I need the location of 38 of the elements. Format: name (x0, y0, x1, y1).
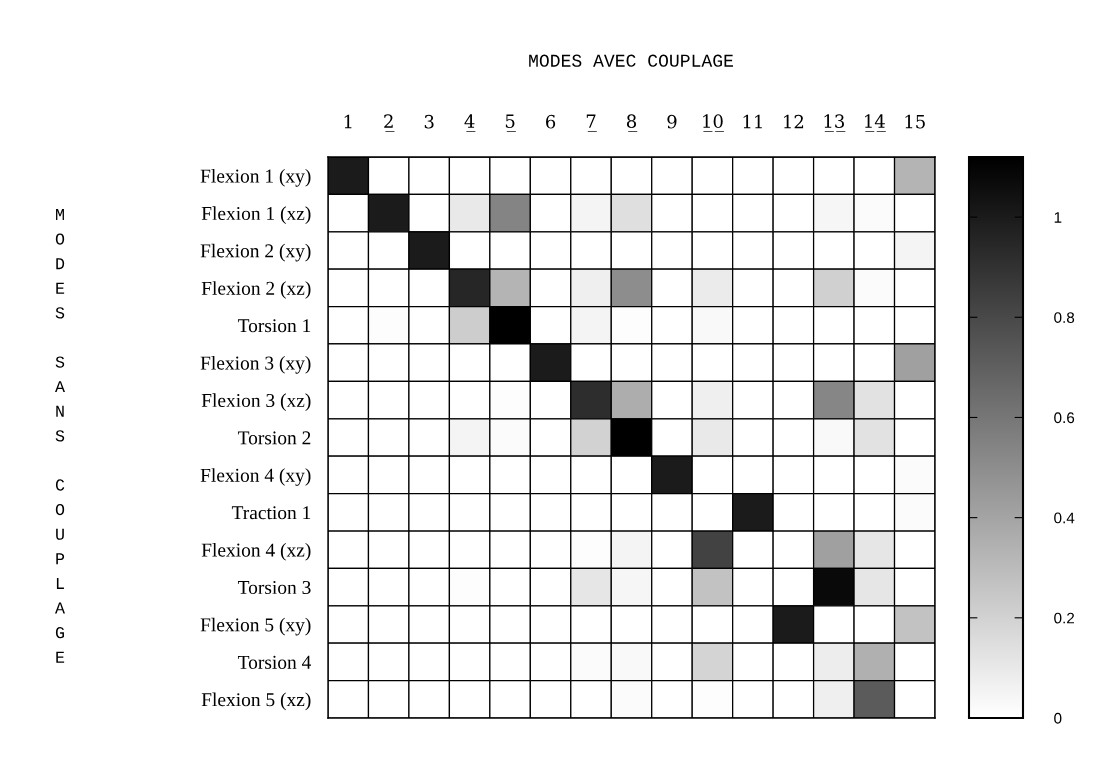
y-tick-label: Flexion 2 (xz) (201, 281, 311, 299)
color-bar-label: 0.4 (1054, 512, 1075, 524)
color-bar-label: 0.2 (1054, 612, 1075, 624)
x-tick-label: 9 (667, 114, 677, 129)
y-tick-label: Flexion 1 (xy) (200, 168, 311, 187)
y-tick-label: Flexion 5 (xz) (201, 692, 311, 711)
y-tick-label: Traction 1 (231, 506, 311, 520)
color-bar-label: 0.8 (1054, 312, 1075, 323)
x-tick-label: 8̲ (626, 114, 638, 132)
y-tick-label: Torsion 4 (237, 655, 312, 669)
x-tick-label: 12 (784, 114, 804, 129)
chart-title: MODES AVEC COUPLAGE (529, 54, 733, 67)
y-tick-label: Flexion 2 (xy) (200, 243, 311, 262)
y-tick-label: Flexion 4 (xy) (200, 468, 311, 486)
x-tick-label: 3 (424, 114, 434, 129)
text: MODES SANS COUPLAGE (55, 208, 65, 663)
x-tick-label: 1̲3̲ (824, 114, 846, 132)
x-tick-label: 2̲ (384, 114, 395, 132)
y-tick-label: Torsion 1 (237, 319, 311, 333)
x-tick-label: 1̲4̲ (865, 114, 886, 132)
color-bar-label: 1 (1054, 212, 1062, 223)
y-tick-label: Flexion 4 (xz) (201, 542, 311, 561)
y-tick-label: Flexion 3 (xz) (201, 393, 311, 411)
x-tick-label: 1̲0̲ (703, 114, 724, 132)
x-tick-label: 11 (743, 114, 762, 129)
color-bar-label: 0 (1054, 712, 1062, 724)
x-tick-label: 7̲ (586, 114, 597, 132)
y-tick-label: Torsion 2 (237, 431, 311, 445)
x-tick-label: 1 (344, 114, 352, 129)
x-tick-label: 15 (905, 114, 925, 129)
y-tick-label: Torsion 3 (237, 580, 311, 595)
y-tick-label: Flexion 1 (xz) (201, 206, 311, 224)
x-tick-label: 5̲ (505, 114, 516, 132)
y-tick-label: Flexion 3 (xy) (200, 355, 311, 374)
x-tick-label: 4̲ (464, 114, 476, 132)
x-tick-label: 6 (546, 114, 556, 129)
color-bar-label: 0.6 (1054, 412, 1075, 424)
y-tick-label: Flexion 5 (xy) (200, 617, 311, 636)
